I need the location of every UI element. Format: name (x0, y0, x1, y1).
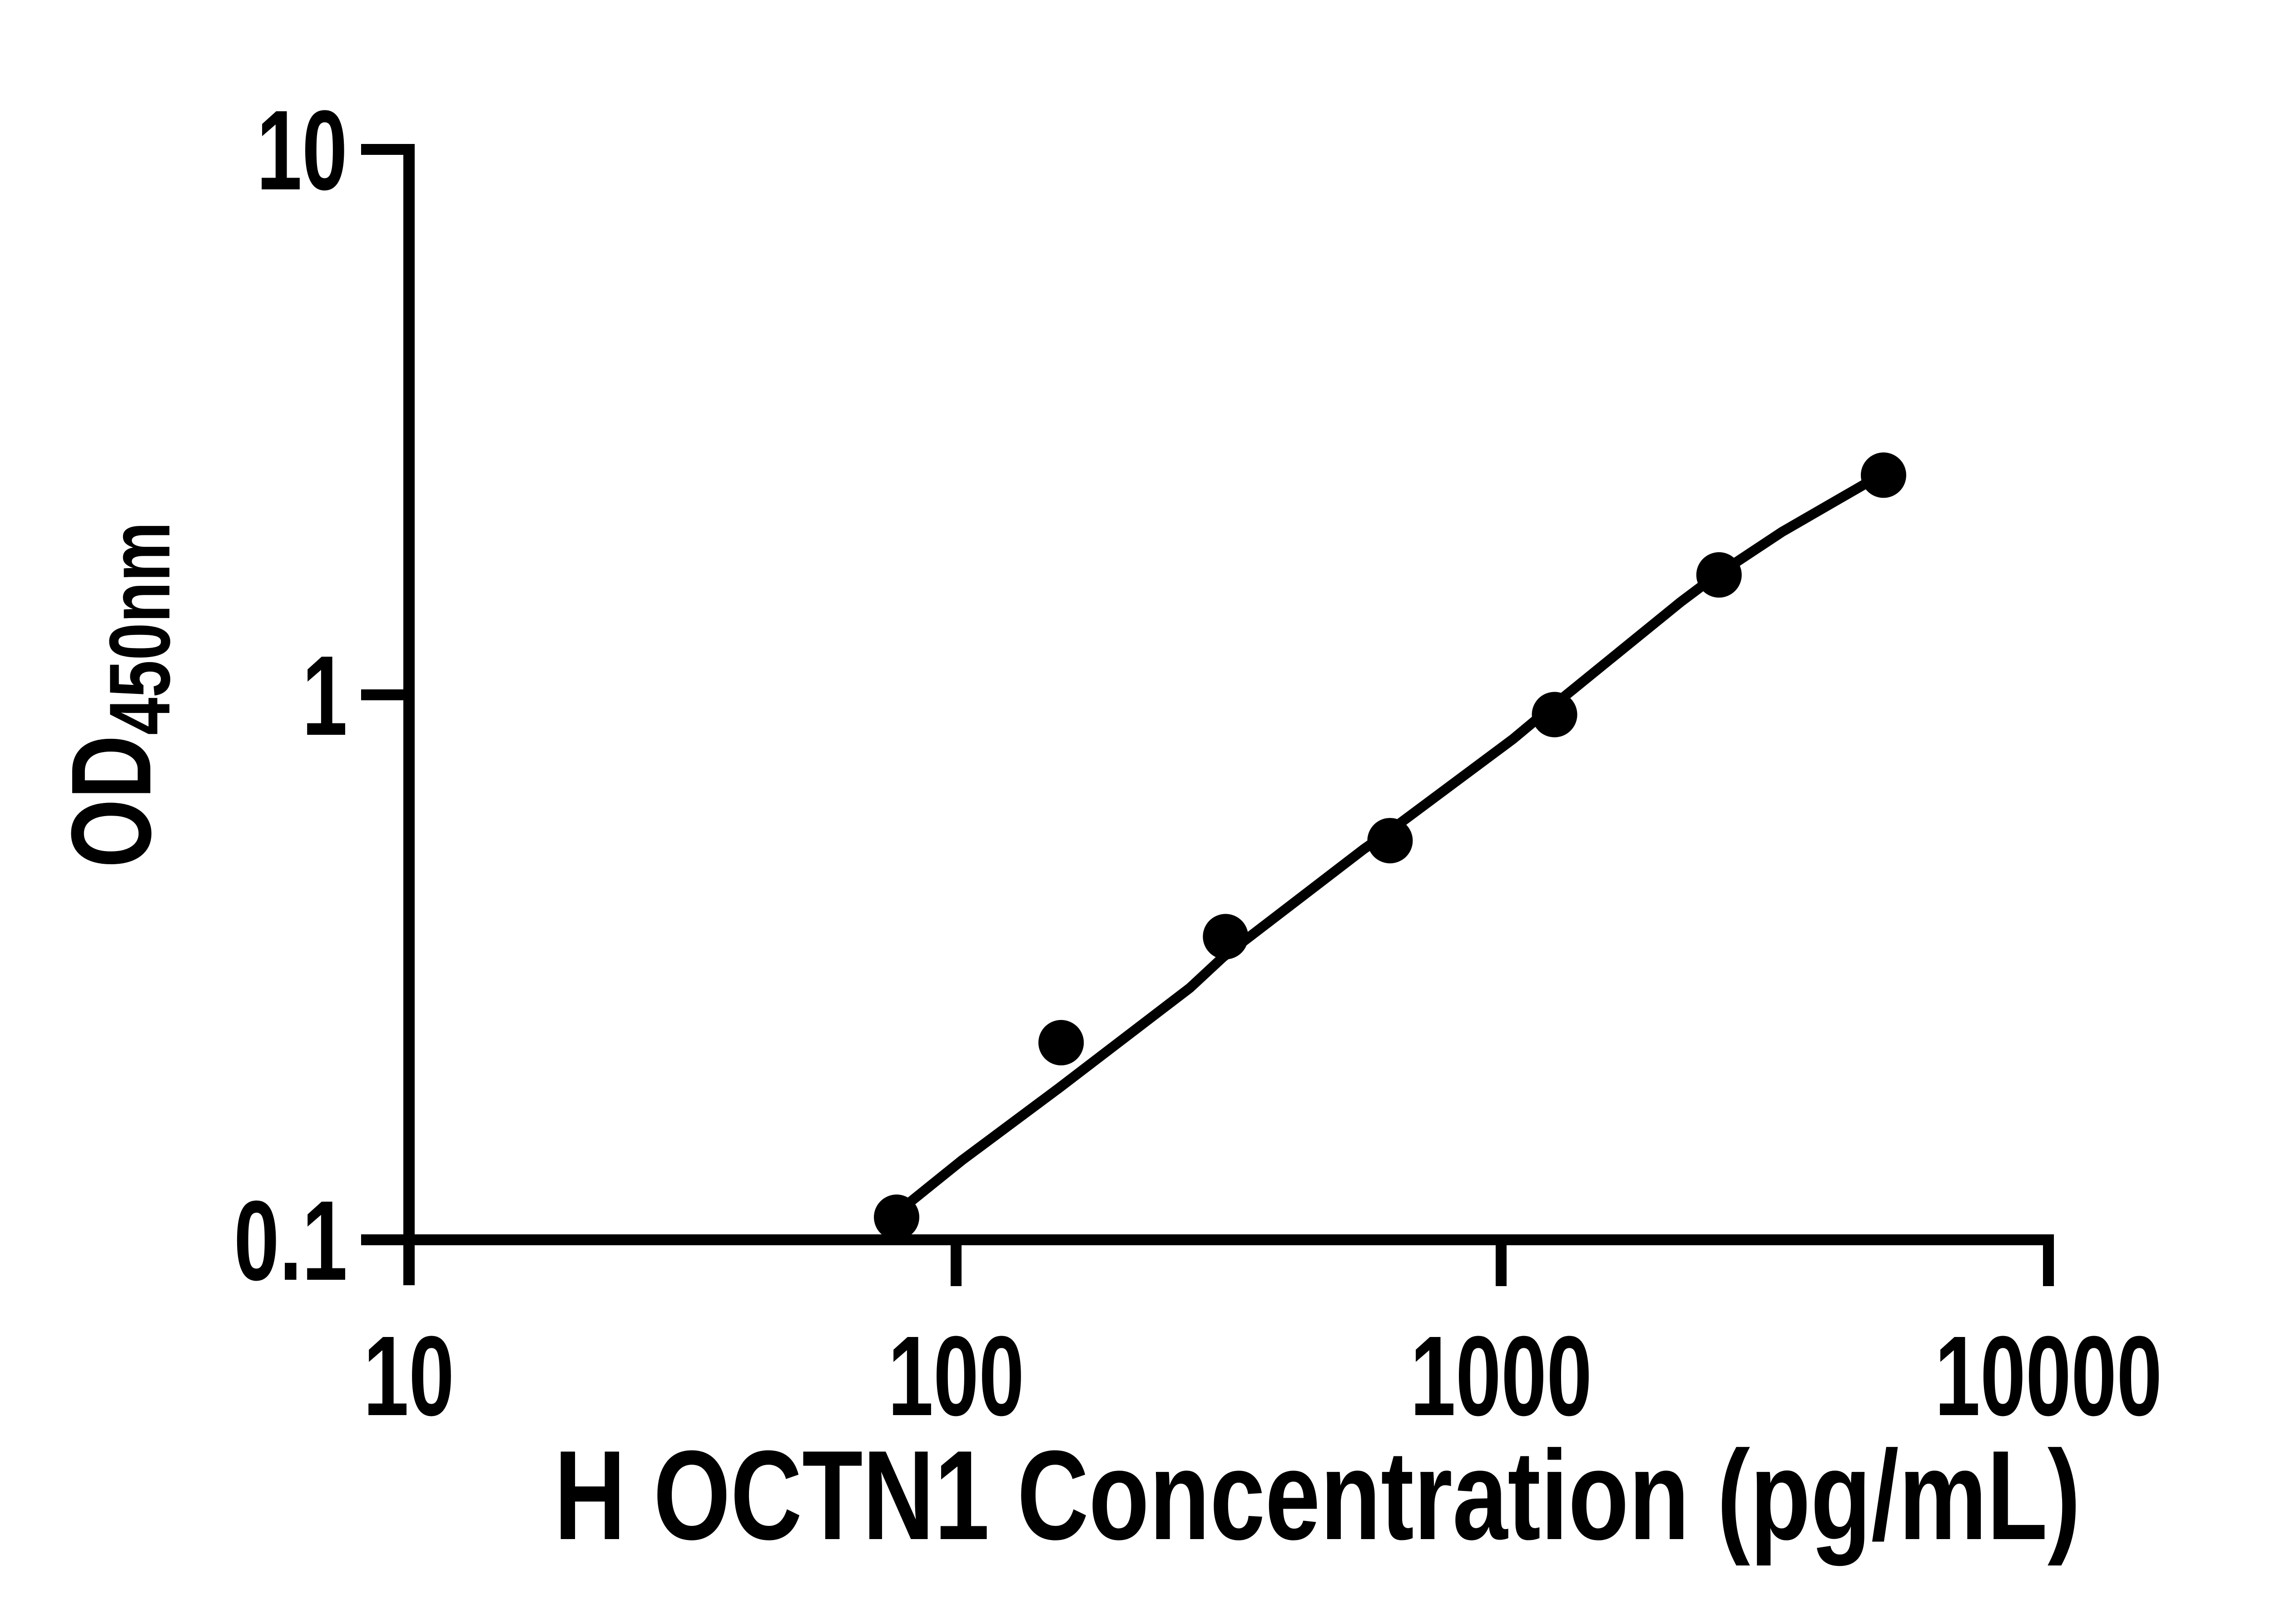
data-point (1367, 818, 1413, 864)
x-tick-label-1000: 1000 (1410, 1312, 1592, 1439)
data-point (1696, 552, 1742, 598)
x-tick-1000 (1496, 1245, 1507, 1286)
data-point (1860, 452, 1906, 498)
y-tick-10 (361, 144, 403, 155)
y-axis-title-subscript: 450nm (92, 521, 188, 735)
y-tick-1 (361, 689, 403, 700)
x-tick-label-10000: 10000 (1934, 1312, 2162, 1439)
y-tick-label-0p1: 0.1 (233, 1177, 347, 1304)
data-point (874, 1194, 919, 1240)
data-point (1203, 914, 1249, 960)
x-tick-10000 (2043, 1245, 2054, 1286)
data-point (1532, 692, 1577, 738)
x-tick-label-100: 100 (888, 1312, 1025, 1439)
data-point-layer (874, 452, 1906, 1240)
y-axis-title-main: OD (48, 735, 174, 868)
y-tick-label-1: 1 (302, 632, 347, 759)
y-axis-title: OD450nm (48, 482, 209, 907)
x-tick-100 (951, 1245, 962, 1286)
x-axis-title: H OCTN1 Concentration (pg/mL) (554, 1425, 2081, 1566)
x-axis-line (403, 1234, 2054, 1245)
data-point (1038, 1020, 1084, 1065)
y-axis-line (403, 144, 415, 1285)
y-tick-label-10: 10 (256, 87, 347, 213)
y-tick-0p1 (361, 1234, 403, 1245)
x-tick-label-10: 10 (363, 1312, 455, 1439)
